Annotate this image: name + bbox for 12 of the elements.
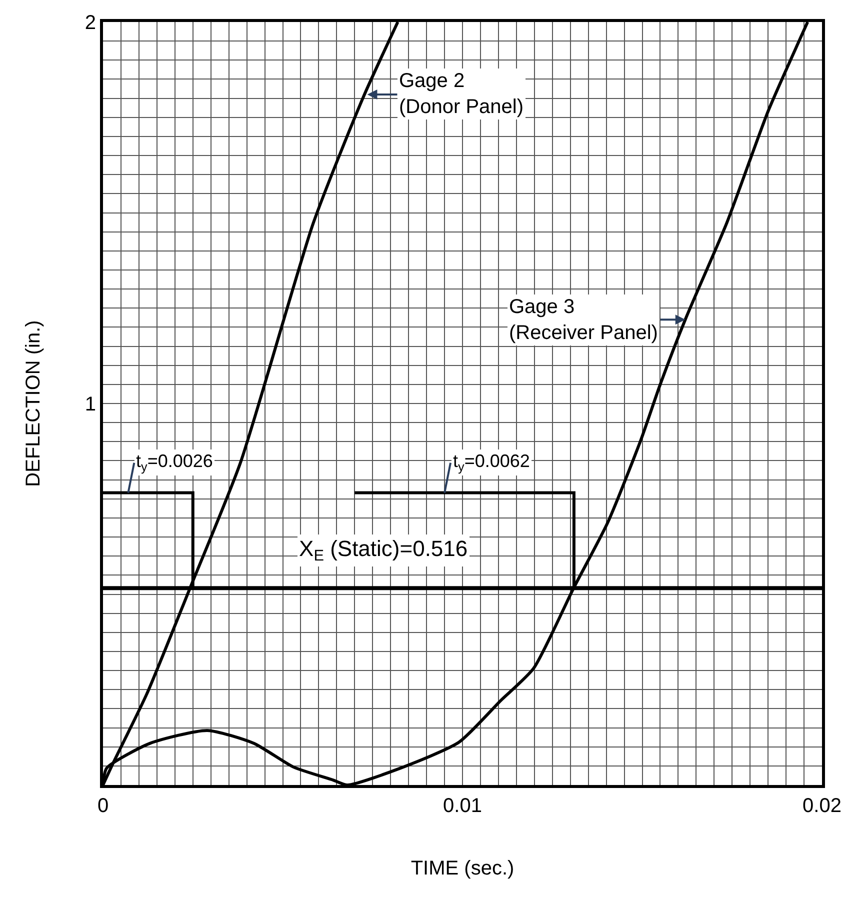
y-axis-title: DEFLECTION (in.) [22, 320, 44, 487]
x-tick-label: 0.01 [443, 795, 482, 817]
x-tick-label: 0.02 [802, 795, 842, 817]
annotation: t$_{y}$=0.0062 [453, 451, 530, 474]
annotation: t$_{y}$=0.0026 [136, 451, 213, 474]
y-tick-label: 1 [84, 394, 96, 416]
ref-line-label: X$_{E}$ (Static)=0.516 [299, 536, 468, 565]
y-tick-label: 2 [84, 12, 96, 34]
x-tick-label: 0 [97, 795, 109, 817]
x-axis-title: TIME (sec.) [410, 858, 514, 880]
annotation: Gage 3 (Receiver Panel) [509, 296, 658, 344]
annotation: Gage 2 (Donor Panel) [399, 70, 524, 118]
